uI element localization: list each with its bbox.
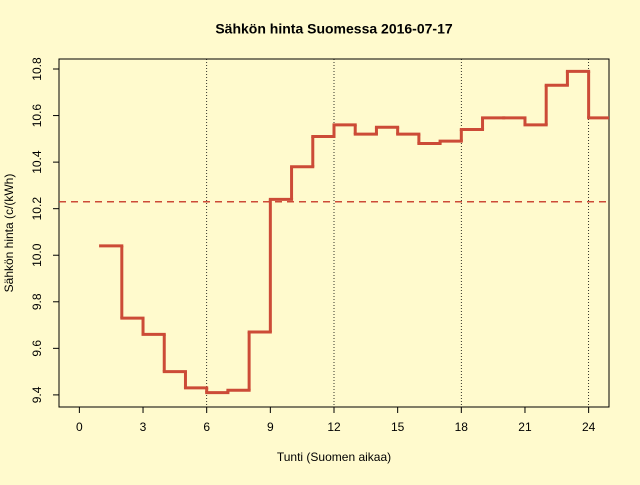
y-tick-label: 10.6 [30,104,44,128]
x-tick-label: 12 [327,420,341,434]
plot-area [59,59,609,407]
y-tick-label: 10.2 [30,197,44,221]
x-tick-label: 18 [455,420,469,434]
x-tick-label: 15 [391,420,405,434]
x-tick-label: 9 [267,420,274,434]
x-tick-label: 6 [203,420,210,434]
x-tick-label: 24 [582,420,596,434]
x-tick-label: 3 [140,420,147,434]
y-tick-label: 10.0 [30,243,44,267]
y-axis-label: Sähkön hinta (c/(kWh) [2,174,16,293]
chart-title: Sähkön hinta Suomessa 2016-07-17 [215,21,453,37]
y-tick-label: 9.8 [30,293,44,310]
y-tick-label: 10.4 [30,150,44,174]
y-tick-label: 9.6 [30,340,44,357]
x-tick-label: 0 [76,420,83,434]
x-tick-label: 21 [518,420,532,434]
y-tick-label: 9.4 [30,386,44,403]
y-tick-label: 10.8 [30,57,44,81]
x-axis-label: Tunti (Suomen aikaa) [277,450,391,464]
